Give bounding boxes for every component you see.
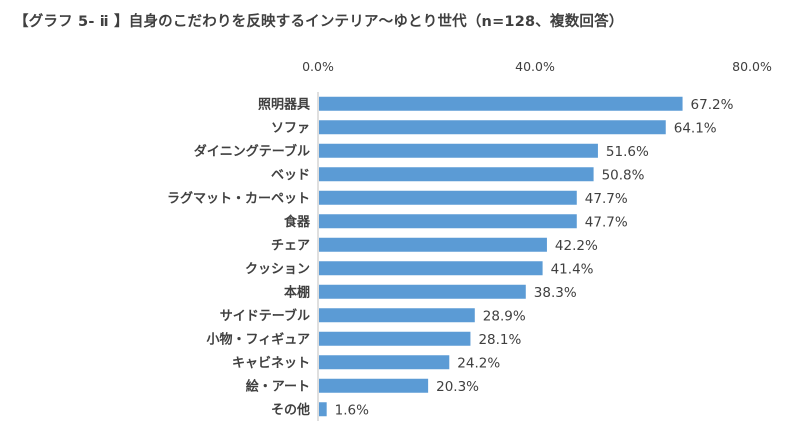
category-label: ソファ: [271, 121, 310, 136]
chart-title: 【グラフ 5- ⅱ 】自身のこだわりを反映するインテリア～ゆとり世代（n=128…: [14, 14, 624, 30]
bar: [319, 331, 471, 346]
category-label: 食器: [284, 214, 311, 230]
bar: [319, 167, 594, 182]
value-label: 24.2%: [457, 355, 500, 371]
bar: [319, 190, 577, 205]
value-label: 28.1%: [478, 332, 521, 348]
category-label: 照明器具: [258, 97, 310, 112]
category-label: 絵・アート: [246, 378, 310, 394]
value-label: 47.7%: [585, 214, 628, 230]
value-label: 28.9%: [483, 308, 526, 324]
bar: [319, 96, 683, 111]
value-label: 38.3%: [534, 285, 577, 301]
value-label: 47.7%: [585, 191, 628, 207]
value-label: 42.2%: [555, 238, 598, 254]
x-tick-label: 0.0%: [302, 59, 334, 74]
bar: [319, 214, 577, 229]
value-label: 50.8%: [602, 167, 645, 183]
bar: [319, 378, 429, 393]
bar: [319, 261, 543, 276]
value-label: 51.6%: [606, 144, 649, 160]
category-label: キャビネット: [232, 355, 310, 371]
category-label: その他: [271, 402, 310, 418]
value-label: 1.6%: [335, 402, 369, 418]
bar: [319, 355, 450, 370]
category-label: ラグマット・カーペット: [167, 190, 310, 206]
category-label: クッション: [245, 262, 310, 277]
x-tick-label: 40.0%: [515, 59, 555, 74]
value-label: 67.2%: [691, 97, 734, 113]
category-label: チェア: [271, 238, 310, 253]
category-label: ダイニングテーブル: [194, 143, 310, 159]
bar: [319, 120, 666, 135]
category-label: サイドテーブル: [220, 308, 310, 324]
category-label: 小物・フィギュア: [207, 331, 310, 347]
bar: [319, 284, 526, 299]
value-label: 64.1%: [674, 120, 717, 136]
value-label: 20.3%: [436, 379, 479, 395]
bar: [319, 237, 547, 252]
value-label: 41.4%: [551, 261, 594, 277]
category-label: 本棚: [284, 284, 310, 300]
bar: [319, 143, 598, 158]
category-label: ベッド: [271, 168, 310, 183]
x-tick-label: 80.0%: [732, 59, 772, 74]
bar: [319, 402, 327, 417]
bar: [319, 308, 475, 323]
